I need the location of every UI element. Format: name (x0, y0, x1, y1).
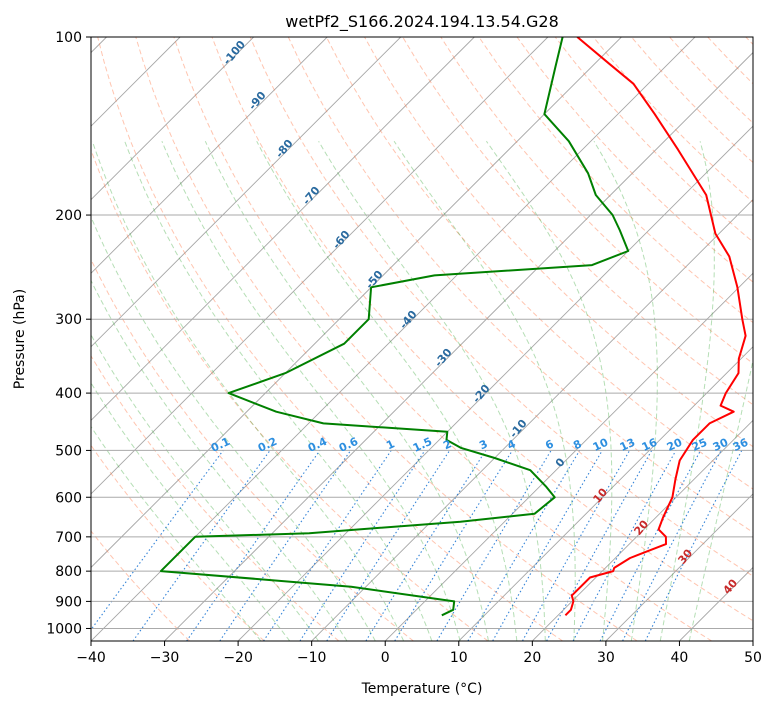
isotherm-line (532, 419, 753, 641)
isotherm-line (458, 346, 753, 641)
isotherm-line (91, 37, 549, 495)
dry-adiabat-line (516, 37, 753, 283)
x-tick-label: 20 (523, 650, 541, 666)
x-tick-label: 40 (671, 650, 689, 666)
x-tick-label: 50 (744, 650, 762, 666)
plot-frame (90, 36, 754, 642)
y-axis-label: Pressure (hPa) (12, 289, 28, 389)
isotherm-line (311, 199, 753, 641)
dry-adiabat-line (135, 37, 638, 641)
mixing-ratio-line (132, 450, 271, 641)
x-tick-label: −30 (150, 650, 180, 666)
mixing-ratio-line (186, 450, 321, 641)
x-tick-label: −40 (76, 650, 106, 666)
mixing-ratio-line (299, 450, 426, 641)
y-tick-label: 900 (55, 594, 82, 610)
mixing-ratio-line (394, 450, 513, 641)
sounding-series (159, 37, 747, 617)
dewpoint-line (159, 37, 630, 617)
mixing-ratio-label: 36 (731, 436, 751, 454)
mixing-ratio-line (91, 450, 224, 631)
isotherm-line (91, 37, 254, 201)
dry-adiabat-line (97, 37, 563, 641)
mixing-ratio-line (546, 450, 653, 641)
dry-adiabat-line (402, 37, 753, 406)
x-tick-label: −20 (223, 650, 253, 666)
mixing-ratio-line (572, 450, 677, 641)
isotherm-line (91, 37, 328, 274)
y-tick-label: 1000 (46, 621, 82, 637)
mixing-ratio-label: 13 (618, 436, 637, 454)
mixing-ratio-line (326, 450, 451, 641)
mixing-ratio-label: 10 (591, 436, 611, 454)
dry-adiabat-line (91, 258, 414, 641)
y-tick-label: 400 (55, 386, 82, 402)
mixing-ratio-line (522, 450, 631, 641)
gridlines (91, 37, 753, 629)
dry-adiabat-line (91, 354, 340, 641)
isotherm-line (91, 37, 402, 348)
mixing-ratio-label: 25 (690, 436, 709, 454)
chart-title: wetPf2_S166.2024.194.13.54.G28 (285, 12, 559, 32)
temperature-line (564, 37, 747, 617)
isotherm-line (91, 37, 475, 421)
isotherm-line (91, 37, 622, 569)
dry-adiabat-line (211, 37, 753, 622)
y-tick-label: 800 (55, 564, 82, 580)
mixing-ratio-line (263, 450, 392, 641)
dry-adiabat-line (91, 530, 190, 641)
x-axis-ticks: −40 −30 −20 −10 0 10 20 30 40 50 (76, 641, 762, 666)
mixing-ratio-label: 30 (711, 436, 731, 454)
x-axis-label: Temperature (°C) (361, 681, 483, 697)
isotherm-line (237, 125, 753, 641)
dry-adiabat-line (173, 37, 712, 641)
y-tick-label: 200 (55, 208, 82, 224)
mixing-ratio-label: 20 (665, 436, 685, 454)
y-tick-label: 600 (55, 490, 82, 506)
dry-adiabat-line (91, 444, 265, 641)
mixing-ratio-label: 16 (640, 436, 660, 454)
isotherm-line (164, 51, 753, 641)
y-axis-ticks: 100 200 300 400 500 600 700 800 900 1000 (46, 30, 91, 637)
y-tick-label: 700 (55, 530, 82, 546)
mixing-ratio-line (644, 450, 743, 641)
y-tick-label: 500 (55, 443, 82, 459)
x-tick-label: 10 (450, 650, 468, 666)
x-tick-label: −10 (297, 650, 327, 666)
x-tick-label: 0 (381, 650, 390, 666)
dry-adiabat-line (478, 37, 753, 324)
dry-adiabat-line (325, 37, 753, 490)
isotherm-line (384, 272, 753, 641)
mixing-ratio-line (219, 450, 352, 641)
y-tick-label: 100 (55, 30, 82, 46)
x-tick-label: 30 (597, 650, 615, 666)
isotherm-line (605, 493, 753, 641)
y-tick-label: 300 (55, 312, 82, 328)
